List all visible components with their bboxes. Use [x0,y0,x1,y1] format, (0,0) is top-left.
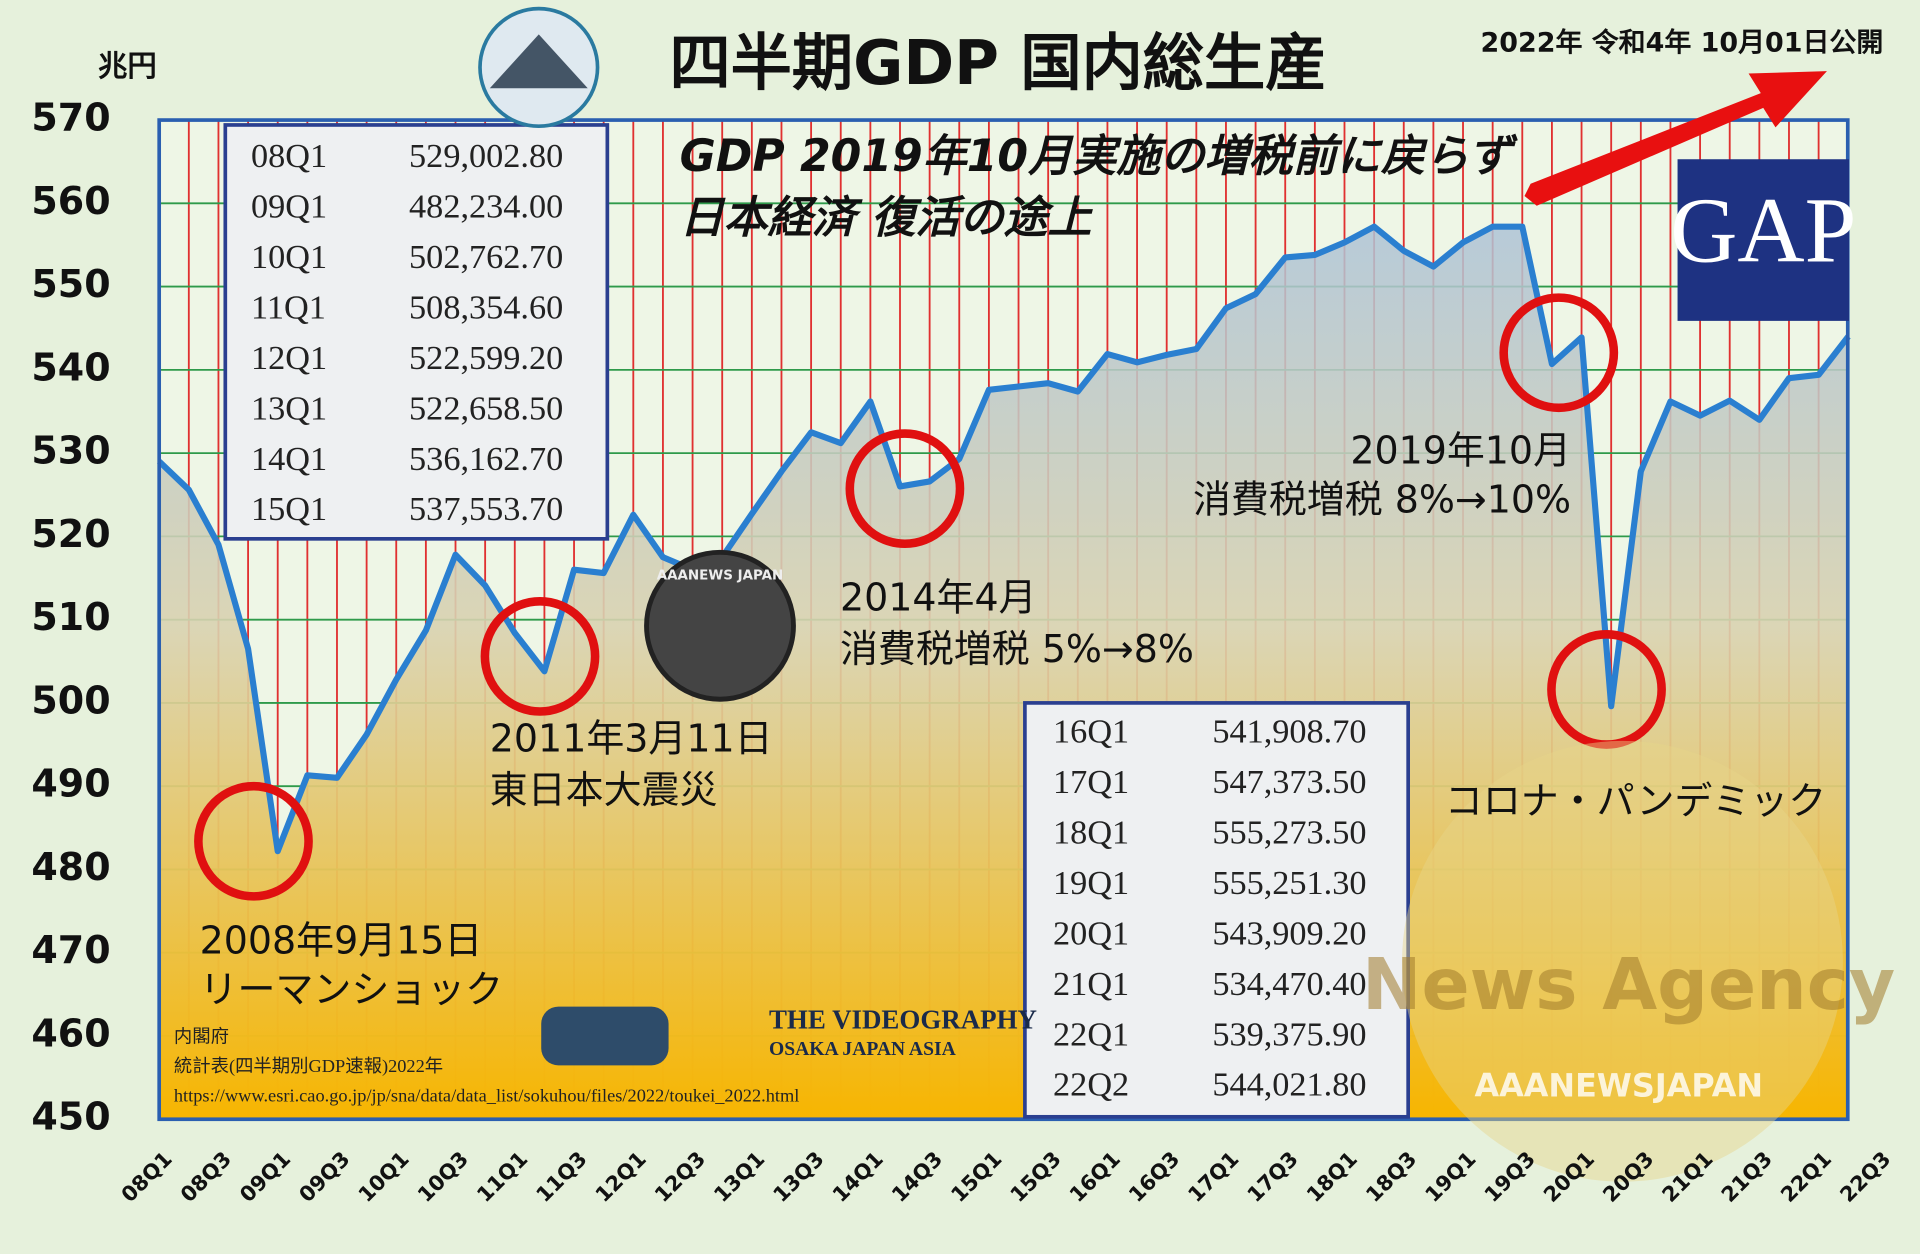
gap-logo [1677,159,1849,321]
table-quarter: 19Q1 [1053,864,1129,902]
circle [1547,630,1666,749]
logo-mountain [489,34,588,89]
chart-title: 四半期GDP 国内総生産 [669,28,1326,99]
annotation: 2008年9月15日 [200,918,483,962]
table-quarter: 09Q1 [251,188,327,226]
logo-text: AAANEWS JAPAN [657,569,784,584]
table-value: 529,002.80 [409,137,563,175]
table-quarter: 22Q1 [1053,1015,1129,1053]
table-value: 555,273.50 [1212,814,1366,852]
table-quarter: 17Q1 [1053,763,1129,801]
table-value: 547,373.50 [1212,763,1366,801]
logo-text: OSAKA JAPAN ASIA [769,1039,956,1060]
circle [194,781,313,901]
table-quarter: 16Q1 [1053,713,1129,751]
aaanews-logo [644,549,796,702]
area [159,226,1849,1120]
table-value: 508,354.60 [409,288,563,326]
headline: GDP 2019年10月実施の増税前に戻らず [680,131,1518,182]
y-tick-label: 560 [31,179,110,223]
table-box [223,123,610,541]
source: https://www.esri.cao.go.jp/jp/sna/data/d… [174,1085,800,1105]
table-quarter: 22Q2 [1053,1066,1129,1104]
circle [480,597,600,716]
table-quarter: 12Q1 [251,339,327,377]
y-tick-label: 540 [31,345,110,389]
logo-text: AAANEWSJAPAN [1475,1066,1763,1104]
annotation: リーマンショック [200,967,504,1011]
arrow [1524,71,1827,206]
line [157,223,1851,855]
table-value: 534,470.40 [1212,965,1366,1003]
table-quarter: 08Q1 [251,137,327,175]
table-value: 482,234.00 [409,188,563,226]
annotation: 2019年10月 [1350,429,1571,473]
annotation: 東日本大震災 [490,768,718,812]
y-tick-label: 500 [31,678,110,722]
table-value: 502,762.70 [409,238,563,276]
circle [845,429,965,549]
y-tick-label: 490 [31,762,110,806]
table-value: 536,162.70 [409,440,563,478]
plot-border [157,118,1850,1122]
table-box [1023,701,1410,1119]
annotation: 2014年4月 [840,576,1037,620]
table-value: 541,908.70 [1212,713,1366,751]
subtitle: 2022年 令和4年 10月01日公開 [1481,27,1884,59]
logo-text: THE VIDEOGRAPHY [769,1005,1037,1035]
logo-text: News Agency [1362,943,1895,1026]
annotation: 消費税増税 8%→10% [1193,478,1571,522]
watermark [1402,740,1843,1182]
videography-logo [541,1006,669,1066]
table-quarter: 10Q1 [251,238,327,276]
circle [1499,293,1619,413]
table-value: 537,553.70 [409,490,563,528]
y-axis-label: 兆円 [98,49,157,83]
marks [157,223,1851,1120]
y-tick-label: 470 [31,928,110,972]
table-value: 522,658.50 [409,389,563,427]
table-quarter: 21Q1 [1053,965,1129,1003]
y-tick-label: 460 [31,1011,110,1055]
y-tick-label: 480 [31,845,110,889]
table-quarter: 11Q1 [251,288,326,326]
table-value: 555,251.30 [1212,864,1366,902]
table-value: 539,375.90 [1212,1015,1366,1053]
y-tick-label: 530 [31,429,110,473]
source: 内閣府 [174,1027,229,1047]
table-quarter: 14Q1 [251,440,327,478]
y-tick-label: 520 [31,512,110,556]
y-tick-label: 510 [31,595,110,639]
annotation: 2011年3月11日 [490,716,773,760]
table-quarter: 13Q1 [251,389,327,427]
table-value: 522,599.20 [409,339,563,377]
annotation: コロナ・パンデミック [1445,779,1826,823]
source: 統計表(四半期別GDP速報)2022年 [174,1056,443,1077]
table-quarter: 15Q1 [251,490,327,528]
highlight-circles [194,293,1666,901]
table-value: 544,021.80 [1212,1066,1366,1104]
table-quarter: 18Q1 [1053,814,1129,852]
headline: 日本経済 復活の途上 [680,192,1094,243]
table-value: 543,909.20 [1212,914,1366,952]
table-quarter: 20Q1 [1053,914,1129,952]
logo-text: GAP [1670,179,1856,282]
annotation: 消費税増税 5%→8% [840,627,1194,671]
y-tick-label: 450 [31,1095,110,1139]
y-tick-label: 570 [31,96,110,140]
y-tick-label: 550 [31,262,110,306]
